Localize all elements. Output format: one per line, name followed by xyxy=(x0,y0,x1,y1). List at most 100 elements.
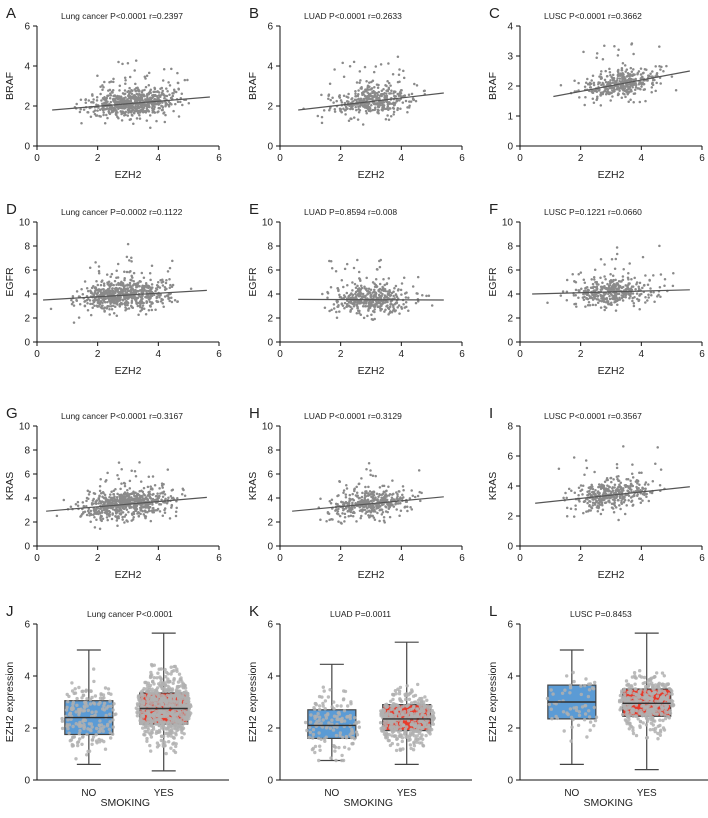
scatter-point xyxy=(140,300,144,303)
scatter-point xyxy=(360,514,363,518)
scatter-point xyxy=(595,499,598,502)
scatter-point xyxy=(364,109,368,113)
y-axis-title: BRAF xyxy=(4,72,16,100)
scatter-point xyxy=(132,515,135,519)
scatter-point xyxy=(357,482,361,486)
scatter-point xyxy=(609,476,612,480)
scatter-point xyxy=(356,287,360,291)
scatter-point xyxy=(113,94,116,98)
scatter-point xyxy=(587,509,591,512)
scatter-point xyxy=(367,92,371,96)
scatter-point xyxy=(574,504,577,507)
scatter-point xyxy=(595,52,599,55)
scatter-point xyxy=(161,89,164,93)
scatter-point xyxy=(615,466,619,470)
scatter-point xyxy=(582,298,586,301)
scatter-point xyxy=(623,87,627,90)
scatter-point xyxy=(345,291,349,295)
scatter-point xyxy=(131,306,135,310)
scatter-point xyxy=(100,509,104,512)
scatter-point xyxy=(371,108,374,112)
box-point xyxy=(74,757,78,761)
scatter-point xyxy=(179,100,182,104)
scatter-point xyxy=(139,289,142,292)
scatter-point xyxy=(355,81,359,84)
scatter-point xyxy=(161,495,165,498)
scatter-point xyxy=(387,485,390,489)
scatter-point xyxy=(127,111,130,114)
scatter-point xyxy=(616,303,619,307)
scatter-point xyxy=(387,62,390,65)
scatter-point xyxy=(78,110,82,114)
scatter-point xyxy=(607,499,611,502)
scatter-point xyxy=(89,512,92,515)
scatter-point xyxy=(116,303,119,306)
scatter-point xyxy=(361,508,364,511)
scatter-point xyxy=(600,76,603,80)
scatter-point xyxy=(316,114,320,118)
scatter-point xyxy=(377,102,381,105)
box-point xyxy=(95,726,99,731)
scatter-point xyxy=(361,292,365,296)
scatter-point xyxy=(94,287,98,290)
scatter-point xyxy=(102,113,105,117)
scatter-point xyxy=(128,106,132,110)
box-point xyxy=(84,688,89,692)
scatter-point xyxy=(615,246,619,249)
scatter-point xyxy=(641,71,645,75)
x-tick-label: 0 xyxy=(277,349,283,360)
scatter-point xyxy=(369,473,372,477)
scatter-points xyxy=(557,445,666,522)
scatter-point xyxy=(617,518,620,522)
scatter-point xyxy=(659,82,662,85)
scatter-point xyxy=(81,501,85,504)
scatter-point xyxy=(348,493,352,497)
scatter-point xyxy=(590,278,593,281)
scatter-point xyxy=(130,287,134,291)
scatter-point xyxy=(373,282,376,285)
scatter-point xyxy=(172,92,175,95)
scatter-point xyxy=(633,88,637,91)
scatter-point xyxy=(626,85,629,88)
scatter-point xyxy=(168,299,171,303)
scatter-point xyxy=(616,73,620,77)
scatter-point xyxy=(148,495,152,499)
scatter-point xyxy=(123,92,127,96)
scatter-point xyxy=(610,506,614,509)
box-point xyxy=(77,685,81,690)
y-axis-title: BRAF xyxy=(487,72,499,100)
scatter-point xyxy=(319,497,322,501)
scatter-point xyxy=(352,266,356,270)
scatter-point xyxy=(163,508,166,512)
scatter-point xyxy=(597,499,601,502)
box-point xyxy=(78,720,82,725)
scatter-point xyxy=(604,69,607,73)
box-point xyxy=(99,692,103,696)
y-tick-label: 0 xyxy=(267,338,273,349)
scatter-point xyxy=(598,501,601,504)
scatter-point xyxy=(622,267,625,271)
scatter-point xyxy=(658,45,661,48)
scatter-point xyxy=(130,109,134,112)
scatter-point xyxy=(382,277,385,281)
scatter-point xyxy=(151,488,154,491)
scatter-point xyxy=(72,321,76,324)
scatter-point xyxy=(112,292,115,296)
scatter-point xyxy=(349,310,352,313)
scatter-point xyxy=(136,97,139,101)
scatter-point xyxy=(89,313,93,317)
scatter-point xyxy=(100,99,103,102)
box-point xyxy=(171,681,175,685)
scatter-point xyxy=(134,474,138,478)
scatter-point xyxy=(128,259,131,262)
scatter-point xyxy=(420,491,423,495)
scatter-point xyxy=(344,495,348,499)
scatter-point xyxy=(596,295,599,298)
box-point xyxy=(66,726,70,731)
scatter-point xyxy=(127,99,130,103)
scatter-point xyxy=(93,526,97,529)
scatter-point xyxy=(125,100,129,103)
scatter-point xyxy=(380,503,384,507)
scatter-point xyxy=(147,289,151,293)
box-point xyxy=(77,732,82,736)
